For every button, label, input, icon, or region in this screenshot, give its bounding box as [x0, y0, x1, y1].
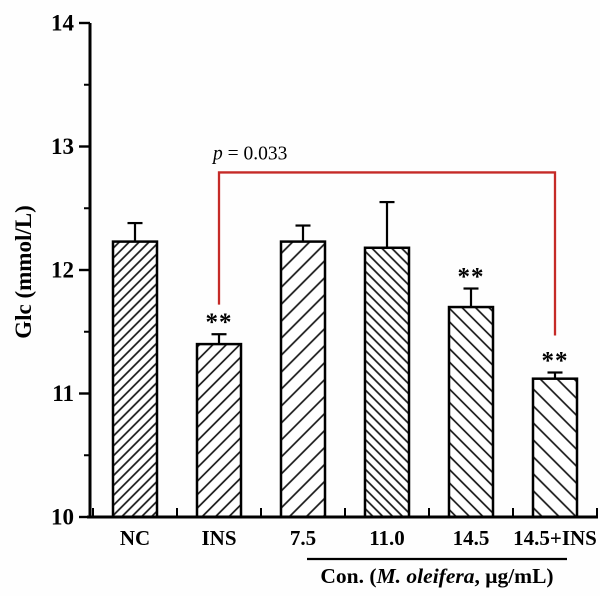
bar-7-5	[279, 240, 327, 519]
x-tick-label-7-5: 7.5	[290, 526, 316, 550]
p-value-label: p = 0.033	[211, 143, 287, 164]
bar-ins	[195, 342, 243, 519]
bar-14-5-ins	[531, 377, 579, 519]
p-value-number: = 0.033	[223, 143, 288, 164]
y-tick-label: 14	[51, 11, 75, 36]
group-label-prefix: Con. (	[320, 564, 376, 588]
x-tick-label-11-0: 11.0	[369, 526, 405, 550]
significance-bracket	[217, 171, 557, 336]
p-value-symbol: p	[211, 143, 223, 164]
significance-marker: **	[458, 264, 485, 291]
group-label-suffix: , μg/mL)	[475, 564, 554, 588]
bar-11-0	[363, 246, 411, 519]
group-label-species: M. oleifera	[376, 564, 475, 588]
x-tick-label-nc: NC	[120, 526, 150, 550]
y-tick-label: 13	[51, 134, 74, 159]
bar-nc	[111, 240, 159, 519]
x-tick-label-14-5: 14.5	[453, 526, 490, 550]
y-tick-label: 12	[51, 258, 74, 283]
group-axis-label: Con. (M. oleifera, μg/mL)	[320, 564, 553, 588]
y-axis-title: Glc (mmol/L)	[11, 205, 36, 339]
x-tick-label-ins: INS	[201, 526, 236, 550]
significance-marker: **	[542, 348, 569, 375]
y-tick-label: 10	[51, 505, 74, 530]
bar-14-5	[447, 305, 495, 519]
y-tick-label: 11	[52, 381, 74, 406]
significance-marker: **	[206, 309, 233, 336]
x-tick-label-14-5-ins: 14.5+INS	[513, 526, 597, 550]
